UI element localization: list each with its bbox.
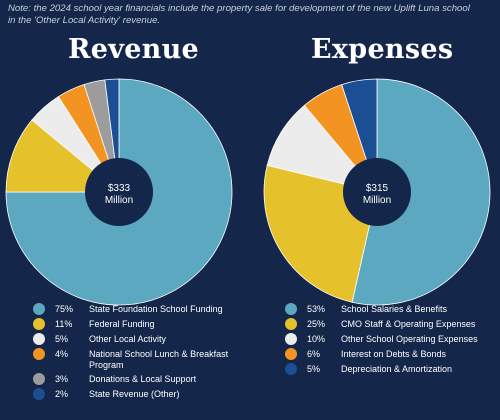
revenue-legend-label: Federal Funding — [89, 319, 155, 329]
revenue-legend-label: State Foundation School Funding — [89, 304, 223, 314]
revenue-legend-percent: 11% — [55, 319, 73, 329]
expenses-legend-percent: 25% — [307, 319, 326, 329]
expenses-legend-swatch — [285, 363, 297, 375]
expenses-legend-swatch — [285, 333, 297, 345]
revenue-legend-percent: 4% — [55, 349, 69, 359]
expenses-legend-percent: 10% — [307, 334, 326, 344]
revenue-total-amount: $333 — [108, 183, 131, 194]
expenses-legend-percent: 53% — [307, 304, 326, 314]
expenses-slice-other-school-operating-expenses — [266, 104, 379, 193]
revenue-legend-label: State Revenue (Other) — [89, 389, 180, 399]
revenue-legend-swatch — [33, 373, 45, 385]
expenses-total-amount: $315 — [366, 183, 389, 194]
revenue-legend-item: 5% Other Local Activity — [33, 333, 229, 345]
expenses-legend-item: 5% Depreciation & Amortization — [285, 363, 478, 375]
revenue-legend-item: 3% Donations & Local Support — [33, 373, 229, 385]
revenue-legend-percent: 75% — [55, 304, 74, 314]
expenses-legend-item: 25% CMO Staff & Operating Expenses — [285, 318, 478, 330]
revenue-legend-item: 2% State Revenue (Other) — [33, 388, 229, 400]
expenses-legend-label: Interest on Debts & Bonds — [341, 349, 447, 359]
footnote: Note: the 2024 school year financials in… — [8, 3, 470, 26]
revenue-legend-swatch — [33, 348, 45, 360]
expenses-legend-item: 10% Other School Operating Expenses — [285, 333, 478, 345]
revenue-legend-label: Donations & Local Support — [89, 374, 197, 384]
revenue-donut-hole — [85, 158, 153, 226]
expenses-legend-label: Other School Operating Expenses — [341, 334, 478, 344]
expenses-legend-swatch — [285, 348, 297, 360]
revenue-legend-swatch — [33, 388, 45, 400]
expenses-chart-title: Expenses — [311, 34, 454, 65]
expenses-legend-swatch — [285, 318, 297, 330]
expenses-legend-label: Depreciation & Amortization — [341, 364, 453, 374]
revenue-legend-label: Other Local Activity — [89, 334, 167, 344]
revenue-legend: 75% State Foundation School Funding 11% Fed… — [33, 303, 229, 404]
expenses-legend-label: School Salaries & Benefits — [341, 304, 448, 314]
revenue-legend-percent: 5% — [55, 334, 69, 344]
expenses-legend-item: 53% School Salaries & Benefits — [285, 303, 478, 315]
expenses-legend-percent: 5% — [307, 364, 321, 374]
expenses-total-unit: Million — [363, 195, 391, 206]
revenue-slice-state-foundation-school-funding — [5, 78, 233, 306]
revenue-total-unit: Million — [105, 195, 133, 206]
revenue-legend-label: National School Lunch & Breakfast Progra… — [89, 349, 229, 370]
expenses-legend-label: CMO Staff & Operating Expenses — [341, 319, 476, 329]
revenue-legend-swatch — [33, 318, 45, 330]
expenses-legend-swatch — [285, 303, 297, 315]
revenue-legend-item: 11% Federal Funding — [33, 318, 229, 330]
revenue-legend-percent: 3% — [55, 374, 69, 384]
revenue-legend-swatch — [33, 333, 45, 345]
expenses-slice-school-salaries-benefits — [351, 78, 491, 306]
revenue-legend-item: 75% State Foundation School Funding — [33, 303, 229, 315]
revenue-legend-swatch — [33, 303, 45, 315]
expenses-legend-item: 6% Interest on Debts & Bonds — [285, 348, 478, 360]
expenses-donut-hole — [343, 158, 411, 226]
expenses-legend: 53% School Salaries & Benefits 25% CMO Staf… — [285, 303, 478, 379]
expenses-legend-percent: 6% — [307, 349, 321, 359]
revenue-chart-title: Revenue — [68, 34, 200, 65]
revenue-legend-percent: 2% — [55, 389, 69, 399]
revenue-legend-item: 4% National School Lunch & Breakfast Prog… — [33, 348, 229, 371]
